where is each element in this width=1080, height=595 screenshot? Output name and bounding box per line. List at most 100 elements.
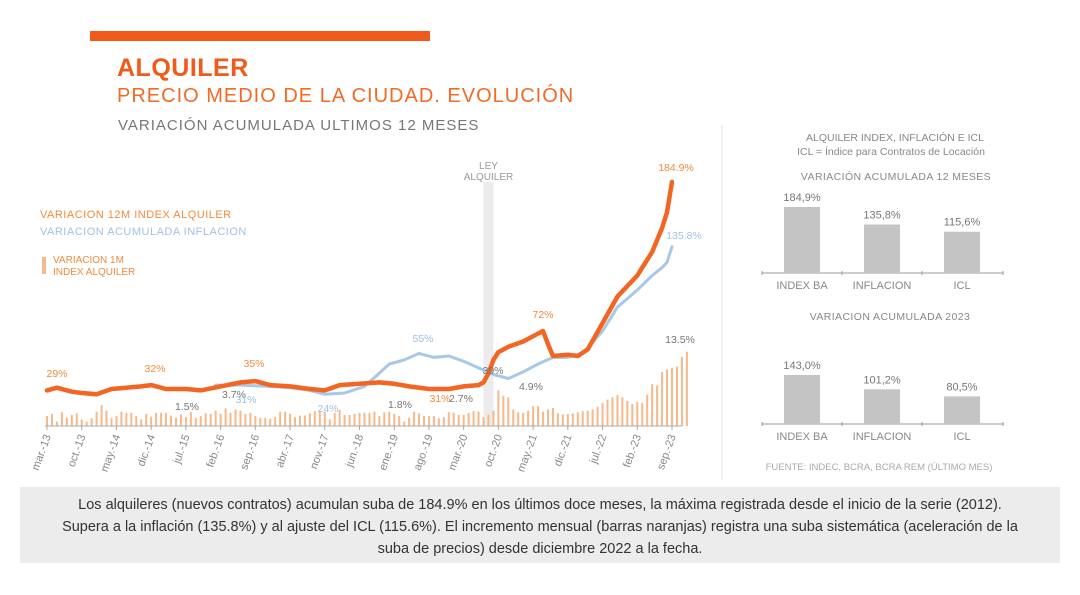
monthly-bar (145, 413, 148, 426)
legend-monthly-line2: INDEX ALQUILER (53, 267, 135, 278)
summary-bar-value: 135,8% (863, 210, 901, 222)
legend-index: VARIACION 12M INDEX ALQUILER (40, 209, 232, 221)
monthly-bar (606, 399, 609, 426)
monthly-bar (60, 412, 63, 426)
summary-bar-category: INDEX BA (776, 431, 828, 443)
monthly-bar (204, 413, 207, 426)
summary-bar-category: INDEX BA (776, 280, 828, 292)
x-tick-label: ago.-19 (412, 433, 436, 472)
annotation-label: 1.5% (175, 401, 199, 413)
monthly-bar (318, 411, 321, 426)
monthly-bar (308, 413, 311, 426)
monthly-bar (343, 415, 346, 426)
monthly-bar (338, 409, 341, 426)
monthly-bar (209, 413, 212, 426)
monthly-bar (621, 397, 624, 426)
monthly-bar (224, 408, 227, 426)
x-tick-label: may.-21 (515, 433, 540, 474)
x-tick-label: oct.-20 (482, 433, 505, 469)
monthly-bar (55, 421, 58, 426)
monthly-bar (80, 419, 83, 426)
monthly-bar (393, 413, 396, 426)
monthly-bar (155, 412, 158, 426)
x-tick-label: dic.-21 (552, 433, 575, 468)
annotation-label: 29% (46, 368, 67, 380)
page-subtitle: PRECIO MEDIO DE LA CIUDAD. EVOLUCIÓN (117, 85, 575, 107)
monthly-bar (398, 416, 401, 426)
monthly-bar (75, 413, 78, 426)
monthly-bar (303, 415, 306, 426)
right-chart2-title: VARIACION ACUMULADA 2023 (810, 311, 971, 323)
monthly-bar (452, 412, 455, 426)
monthly-bar (601, 402, 604, 426)
monthly-bar (487, 415, 490, 426)
monthly-bar (313, 411, 316, 426)
summary-bar-category: INFLACION (853, 431, 912, 443)
monthly-bar (467, 412, 470, 426)
monthly-bar (373, 411, 376, 426)
summary-bar-category: INFLACION (853, 280, 912, 292)
right-chart1-title: VARIACIÓN ACUMULADA 12 MESES (801, 170, 991, 183)
monthly-bar (269, 418, 272, 426)
monthly-bar (581, 411, 584, 426)
monthly-bar (571, 413, 574, 426)
annotation-label: 39% (482, 365, 503, 377)
summary-bar (784, 206, 820, 273)
monthly-bar (140, 419, 143, 426)
monthly-bar (46, 416, 48, 426)
monthly-bar (641, 402, 644, 426)
monthly-bar (517, 412, 520, 426)
summary-bar-category: ICL (953, 280, 970, 292)
annotation-label: 32% (144, 363, 165, 375)
monthly-bar (502, 395, 505, 426)
monthly-bar (442, 417, 445, 426)
monthly-bar (135, 416, 138, 426)
summary-bar (784, 374, 820, 424)
monthly-bar (274, 417, 277, 426)
annotation-label: 2.7% (449, 393, 473, 405)
monthly-bar (383, 412, 386, 426)
monthly-bar (289, 413, 292, 426)
summary-bar (944, 231, 980, 273)
right-header-2: ICL = Índice para Contratos de Locación (797, 145, 985, 158)
annotation-label: 4.9% (519, 381, 543, 393)
monthly-bar (680, 356, 683, 426)
monthly-bar (294, 417, 297, 426)
x-tick-label: mar.-13 (30, 433, 54, 472)
monthly-bar (457, 415, 460, 426)
monthly-bar (184, 417, 187, 426)
annotation-label: 24% (317, 403, 338, 415)
monthly-bar (551, 407, 554, 426)
monthly-bar (537, 406, 540, 426)
monthly-bar (264, 417, 267, 426)
summary-bar-value: 101,2% (863, 374, 901, 386)
summary-bar (864, 389, 900, 424)
monthly-bar (199, 416, 202, 426)
monthly-bar (462, 415, 465, 426)
x-tick-label: jul.-15 (171, 433, 193, 466)
monthly-bar (556, 413, 559, 426)
monthly-bar (110, 418, 113, 426)
monthly-bar (378, 416, 381, 426)
monthly-bar (85, 421, 88, 426)
annotation-label: 31% (429, 393, 450, 405)
monthly-bar (120, 411, 123, 426)
monthly-bar (160, 412, 163, 426)
monthly-bar (254, 416, 257, 426)
monthly-bar (170, 415, 173, 426)
x-tick-label: nov.-17 (308, 433, 332, 471)
monthly-bar (472, 411, 475, 426)
monthly-bar (437, 418, 440, 426)
chart-subtitle: VARIACIÓN ACUMULADA ULTIMOS 12 MESES (118, 117, 480, 134)
monthly-bar (447, 412, 450, 426)
x-tick-label: dic.-14 (135, 433, 158, 468)
monthly-bar (214, 410, 217, 426)
right-header-1: ALQUILER INDEX, INFLACIÓN E ICL (806, 131, 984, 144)
monthly-bar (70, 415, 73, 426)
monthly-bar (611, 397, 614, 426)
monthly-bar (219, 413, 222, 426)
x-tick-label: may.-14 (99, 433, 124, 474)
x-tick-label: jul.-22 (588, 433, 610, 466)
monthly-bar (616, 395, 619, 426)
monthly-bar (353, 413, 356, 426)
